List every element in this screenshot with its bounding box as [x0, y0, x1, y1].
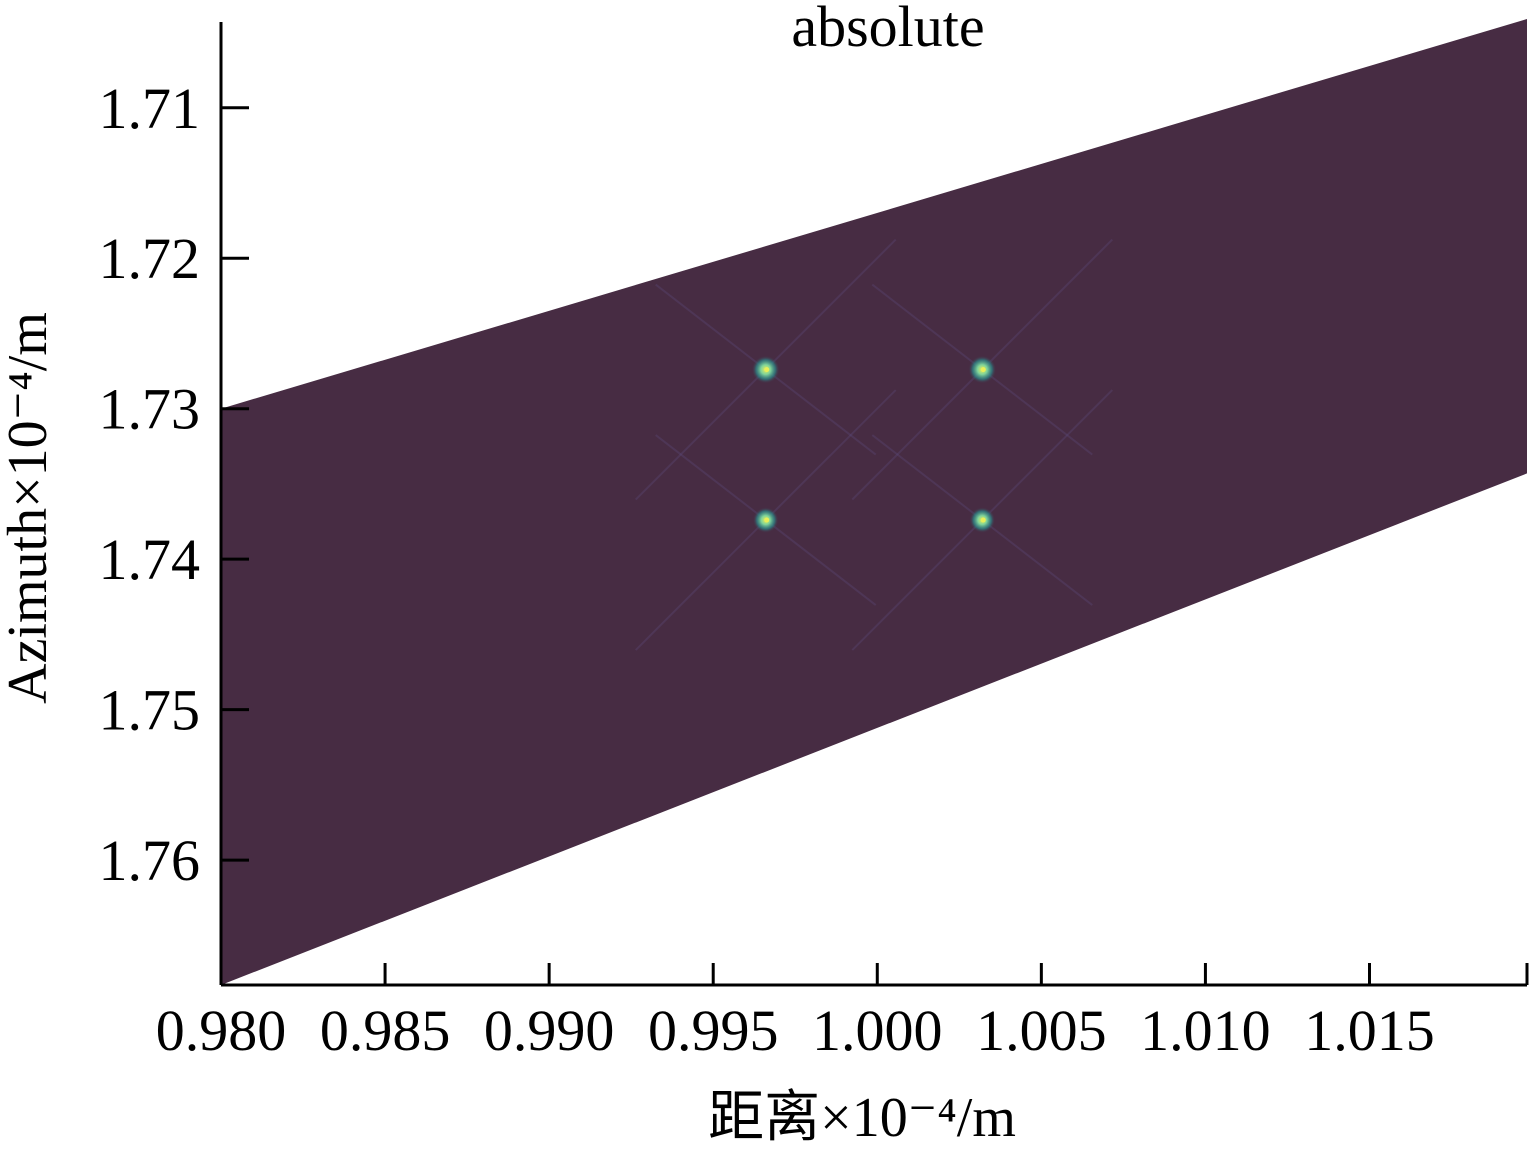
- y-tick-label: 1.74: [99, 527, 201, 592]
- x-tick-label: 0.980: [156, 998, 287, 1063]
- x-tick-label: 1.010: [1140, 998, 1271, 1063]
- x-axis-ticks: 0.980 0.985 0.990 0.995 1.000 1.005 1.010 1.015: [156, 963, 1529, 1063]
- x-axis-label: 距离×10⁻⁴/m: [708, 1087, 1016, 1149]
- chart-title: absolute: [791, 0, 984, 59]
- point-target-core: [980, 367, 986, 373]
- x-tick-label: 0.995: [648, 998, 779, 1063]
- point-target-core: [764, 517, 770, 523]
- plot-area: [219, 18, 1527, 987]
- point-target-core: [980, 517, 986, 523]
- y-axis-label: Azimuth×10⁻⁴/m: [0, 312, 59, 704]
- x-tick-label: 0.990: [484, 998, 615, 1063]
- x-tick-label: 1.015: [1304, 998, 1435, 1063]
- y-tick-label: 1.75: [99, 678, 201, 743]
- y-tick-label: 1.72: [99, 226, 201, 291]
- point-target-core: [764, 367, 770, 373]
- x-tick-label: 0.985: [320, 998, 451, 1063]
- y-tick-label: 1.76: [99, 828, 201, 893]
- y-axis-ticks: 1.701.711.721.731.741.751.76: [99, 76, 249, 893]
- y-tick-label: 1.71: [99, 76, 201, 141]
- y-tick-label: 1.73: [99, 377, 201, 442]
- x-tick-label: 1.005: [976, 998, 1107, 1063]
- data-band: [221, 18, 1527, 986]
- x-tick-label: 1.000: [812, 998, 943, 1063]
